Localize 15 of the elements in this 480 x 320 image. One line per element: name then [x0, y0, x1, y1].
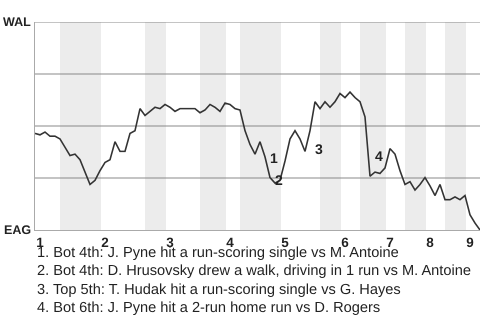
x-tick-label: 9	[466, 235, 474, 250]
text: 4. Bot 6th: J. Pyne hit a 2-run home run vs D. Rogers	[37, 300, 380, 316]
annotation: 1	[270, 150, 278, 166]
x-tick-label: 5	[281, 235, 290, 250]
x-tick-label: 4	[226, 235, 234, 250]
annotation: 3	[315, 141, 323, 157]
text: EAG	[4, 223, 32, 237]
x-tick-label: 7	[386, 235, 394, 250]
text: 2. Bot 4th: D. Hrusovsky drew a walk, driving in 1 run vs M. Antoine	[37, 263, 471, 279]
x-tick-label: 8	[426, 235, 434, 250]
text: 3. Top 5th: T. Hudak hit a run-scoring single vs G. Hayes	[37, 282, 401, 298]
x-tick-label: 2	[101, 235, 109, 250]
x-tick-label: 6	[341, 235, 350, 250]
text: WAL	[3, 15, 32, 29]
annotation: 4	[375, 148, 383, 164]
